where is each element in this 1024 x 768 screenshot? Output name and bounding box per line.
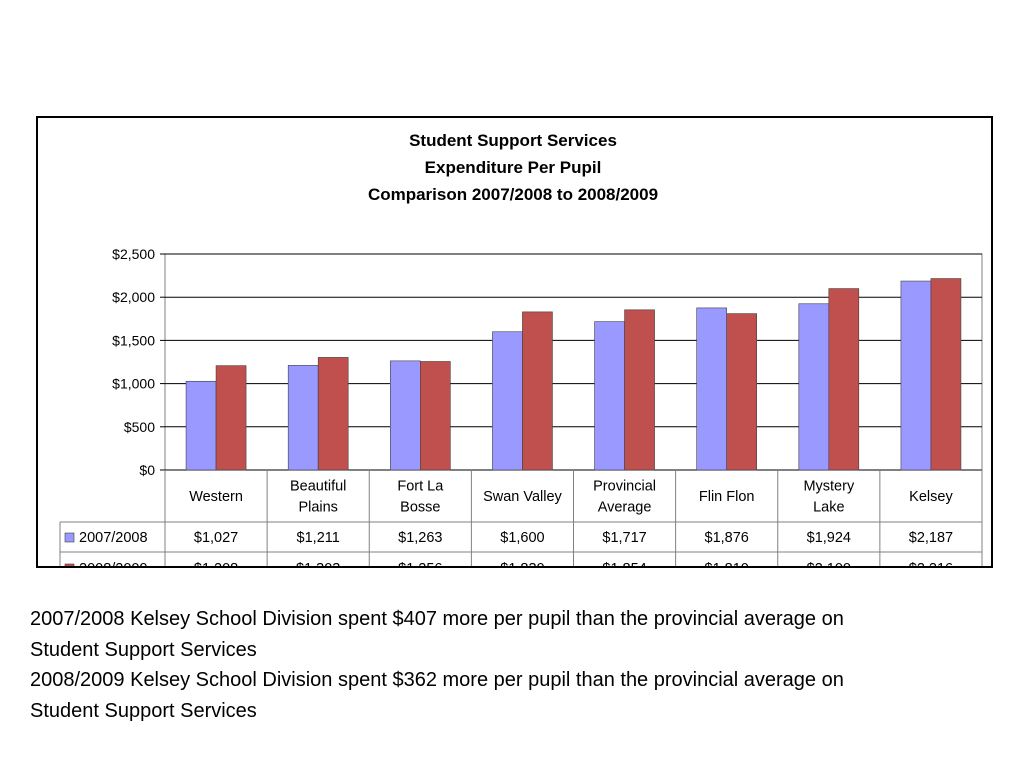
data-label: $1,208 [194,561,238,566]
data-label: $1,600 [500,530,544,546]
category-label: Western [189,489,243,505]
caption-line-2: Student Support Services [30,638,257,661]
legend-label: 2007/2008 [79,530,148,546]
legend-label: 2008/2009 [79,561,148,566]
bar-2007-2008-3 [492,331,523,471]
chart-frame: Student Support Services Expenditure Per … [36,116,993,568]
category-label: Fort La [397,479,444,495]
caption: 2007/2008 Kelsey School Division spent $… [30,604,1005,726]
bar-2007-2008-5 [696,307,727,471]
bar-2008-2009-5 [726,313,757,471]
category-label: Beautiful [290,479,346,495]
bar-2008-2009-1 [317,357,349,471]
data-label: $1,830 [500,561,544,566]
category-label: Average [598,500,652,516]
data-label: $1,263 [398,530,442,546]
bar-2008-2009-4 [624,309,655,471]
bar-2007-2008-6 [798,303,830,471]
bar-2007-2008-1 [287,365,319,471]
category-label: Bosse [400,500,440,516]
category-label: Kelsey [909,489,953,505]
y-tick-label: $2,000 [112,289,155,305]
bar-2008-2009-6 [828,288,860,471]
category-label: Swan Valley [483,489,562,505]
data-label: $1,027 [194,530,238,546]
y-tick-label: $500 [124,419,155,435]
y-tick-label: $0 [139,462,155,478]
category-label: Mystery [803,479,855,495]
bar-chart: Student Support Services Expenditure Per … [59,131,983,566]
data-label: $1,924 [807,530,851,546]
data-label: $1,717 [602,530,646,546]
chart-title-line-1: Student Support Services [409,131,617,150]
caption-line-3: 2008/2009 Kelsey School Division spent $… [30,669,844,691]
bar-2007-2008-7 [900,280,932,471]
legend-key-2007-2008 [64,532,75,543]
caption-line-4: Student Support Services [30,699,257,722]
plot-area [164,253,983,471]
data-label: $1,303 [296,561,340,566]
chart-title-line-2: Expenditure Per Pupil [425,158,602,177]
data-label: $1,211 [297,530,340,546]
data-label: $2,216 [909,561,953,566]
data-label: $2,100 [807,561,851,566]
bar-2008-2009-7 [930,278,962,471]
category-label: Provincial [593,479,656,495]
bar-2008-2009-2 [420,361,451,471]
data-label: $1,876 [705,530,749,546]
y-tick-label: $1,000 [112,376,155,392]
data-label: $2,187 [909,530,953,546]
category-label: Flin Flon [699,489,755,505]
y-tick-label: $1,500 [112,332,155,348]
y-tick-label: $2,500 [112,246,155,262]
bar-2008-2009-0 [215,365,247,471]
chart-title-line-3: Comparison 2007/2008 to 2008/2009 [368,185,658,204]
bar-2007-2008-4 [594,321,625,471]
caption-line-1: 2007/2008 Kelsey School Division spent $… [30,608,844,630]
category-label: Plains [298,500,338,516]
data-label: $1,854 [602,561,646,566]
legend-key-2008-2009 [64,563,75,566]
bar-2007-2008-0 [185,380,217,471]
data-label: $1,810 [705,561,749,566]
data-label: $1,256 [398,561,442,566]
category-label: Lake [813,500,844,516]
bar-2007-2008-2 [390,360,421,471]
bar-2008-2009-3 [522,311,553,471]
